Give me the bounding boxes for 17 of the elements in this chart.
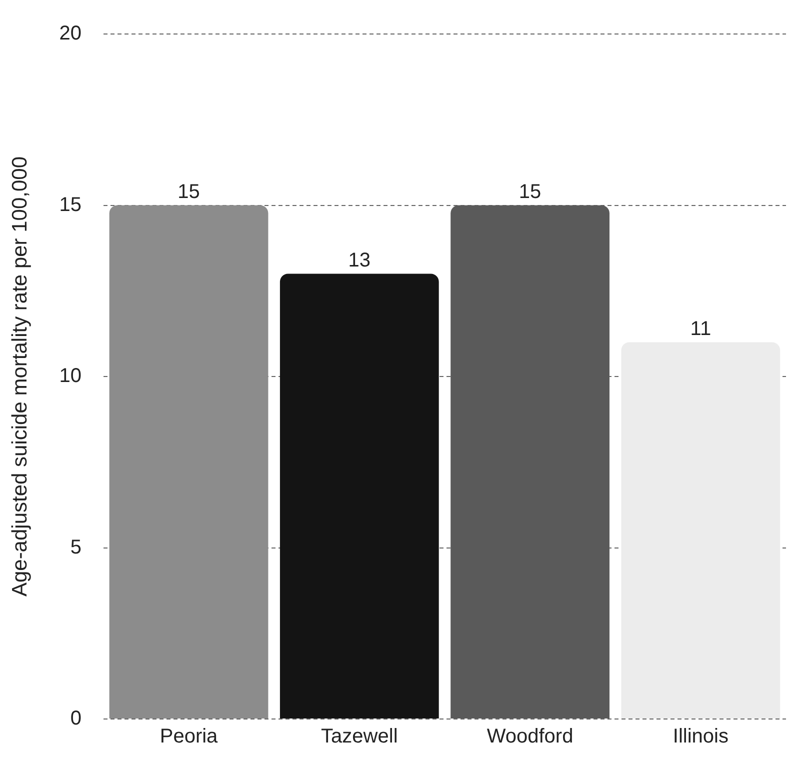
- y-tick-label: 0: [70, 708, 82, 730]
- y-tick-label: 5: [70, 536, 82, 558]
- y-tick-label: 15: [59, 194, 82, 216]
- data-label: 11: [690, 318, 712, 340]
- bar: [621, 342, 780, 718]
- x-tick-label: Illinois: [672, 726, 728, 748]
- y-tick-label: 10: [59, 365, 82, 388]
- x-tick-label: Woodford: [486, 726, 574, 748]
- x-tick-label: Tazewell: [321, 726, 398, 748]
- data-label: 13: [348, 249, 371, 272]
- bar: [280, 274, 439, 718]
- data-label: 15: [518, 180, 542, 203]
- x-tick-label: Peoria: [160, 726, 219, 748]
- bar: [109, 205, 268, 718]
- y-tick-label: 20: [59, 22, 82, 45]
- data-label: 15: [178, 180, 200, 203]
- y-axis-title: Age-adjusted suicide mortality rate per 100,000: [8, 156, 32, 597]
